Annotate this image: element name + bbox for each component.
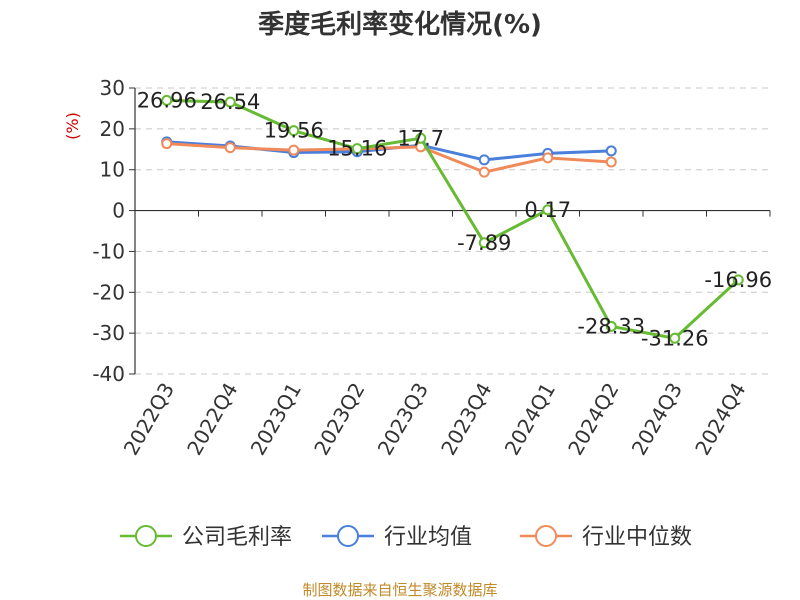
data-label: 15.16 [327, 137, 387, 161]
x-tick-label: 2024Q2 [563, 379, 623, 460]
x-tick-label: 2022Q3 [119, 379, 179, 460]
data-point [605, 156, 617, 168]
data-point [542, 152, 554, 164]
chart-title: 季度毛利率变化情况(%) [258, 9, 542, 40]
data-point [288, 125, 300, 137]
y-tick-label: -30 [92, 321, 125, 345]
y-tick-label: -20 [92, 280, 125, 304]
legend-marker [135, 525, 157, 547]
x-tick-label: 2024Q1 [500, 379, 560, 460]
data-label: 26.54 [200, 90, 260, 114]
y-tick-label: 10 [100, 158, 125, 182]
series-line [166, 98, 740, 340]
data-label: -31.26 [641, 326, 709, 350]
data-label: -16.96 [704, 268, 772, 292]
series-line [166, 142, 612, 174]
y-tick-label: -10 [92, 239, 125, 263]
data-label: 17.7 [397, 126, 444, 150]
y-tick-label: 0 [112, 199, 125, 223]
legend: 公司毛利率 行业均值 行业中位数 [120, 525, 692, 550]
x-tick-label: 2023Q2 [309, 379, 369, 460]
data-point [161, 94, 173, 106]
y-axis-label: (%) [63, 112, 82, 140]
data-label: 19.56 [264, 119, 324, 143]
data-point [542, 204, 554, 216]
x-tick-label: 2024Q4 [690, 379, 750, 460]
legend-marker [337, 525, 359, 547]
data-point [478, 166, 490, 178]
grid [135, 87, 770, 375]
legend-label: 行业中位数 [582, 525, 692, 550]
legend-label: 公司毛利率 [182, 525, 292, 550]
x-tick-label: 2024Q3 [627, 379, 687, 460]
x-tick-label: 2023Q3 [373, 379, 433, 460]
data-point [478, 154, 490, 166]
data-point [605, 320, 617, 332]
data-label: -7.89 [457, 231, 511, 255]
series [161, 94, 744, 344]
x-tick-label: 2022Q4 [182, 379, 242, 460]
data-point [415, 132, 427, 144]
source-note: 制图数据来自恒生聚源数据库 [302, 581, 497, 599]
data-point [288, 144, 300, 156]
data-point [161, 138, 173, 150]
data-point [669, 332, 681, 344]
y-tick-label: -40 [92, 362, 125, 386]
data-point [732, 274, 744, 286]
legend-item[interactable]: 行业均值 [322, 525, 472, 550]
legend-item[interactable]: 行业中位数 [520, 525, 692, 550]
legend-label: 行业均值 [384, 525, 472, 550]
data-label: -28.33 [577, 314, 645, 338]
x-tick-label: 2023Q1 [246, 379, 306, 460]
data-point [351, 143, 363, 155]
data-point [478, 237, 490, 249]
legend-marker [535, 525, 557, 547]
data-label: 26.96 [137, 88, 197, 112]
x-tick-label: 2023Q4 [436, 379, 496, 460]
y-tick-label: 20 [100, 117, 125, 141]
legend-item[interactable]: 公司毛利率 [120, 525, 292, 550]
y-tick-label: 30 [100, 76, 125, 100]
data-point [224, 96, 236, 108]
data-point [605, 145, 617, 157]
data-label: 0.17 [524, 198, 571, 222]
data-point [224, 142, 236, 154]
